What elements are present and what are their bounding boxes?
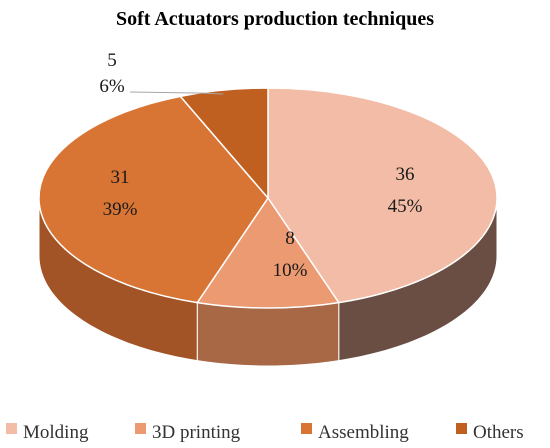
legend-label-molding: Molding <box>23 422 89 443</box>
data-labels: 36 45% 8 10% 31 39% 5 6% <box>99 50 422 281</box>
legend-swatch-3d-printing <box>135 423 146 434</box>
slice-3d-printing[interactable] <box>196 197 340 309</box>
leader-line-others <box>129 91 224 95</box>
data-label-percent-assembling: 39% <box>103 199 138 220</box>
pie-slices <box>38 87 498 309</box>
legend: Molding 3D printing Assembling Others <box>6 422 524 443</box>
data-label-percent-molding: 45% <box>388 196 423 217</box>
data-label-value-3d-printing: 8 <box>285 228 295 249</box>
data-label-value-assembling: 31 <box>111 167 130 188</box>
legend-swatch-others <box>456 423 467 434</box>
slice-side-3d-printing <box>196 302 340 367</box>
legend-label-others: Others <box>473 422 524 443</box>
data-label-value-others: 5 <box>107 50 117 71</box>
data-label-percent-others: 6% <box>99 76 125 97</box>
chart-title: Soft Actuators production techniques <box>116 8 434 30</box>
slice-assembling[interactable] <box>38 95 269 304</box>
legend-label-3d-printing: 3D printing <box>152 422 241 443</box>
slice-molding[interactable] <box>267 87 498 304</box>
legend-label-assembling: Assembling <box>318 422 409 443</box>
legend-swatch-assembling <box>301 423 312 434</box>
slice-others[interactable] <box>179 87 269 199</box>
data-label-percent-3d-printing: 10% <box>273 260 308 281</box>
data-label-value-molding: 36 <box>396 164 415 185</box>
legend-swatch-molding <box>6 423 17 434</box>
